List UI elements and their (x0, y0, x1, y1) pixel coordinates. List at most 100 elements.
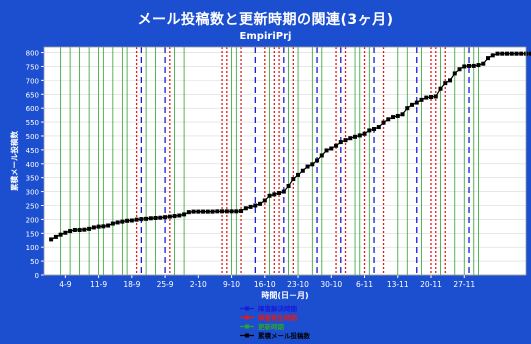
legend-label: 累積メール投稿数 (258, 331, 311, 340)
data-point (500, 51, 505, 56)
data-point (63, 230, 68, 235)
y-tick-label: 300 (26, 189, 39, 197)
data-point (201, 209, 206, 214)
data-point (343, 138, 348, 143)
y-tick-label: 550 (26, 119, 39, 127)
x-tick-label: 13-11 (387, 280, 409, 289)
legend-swatch-marker (245, 324, 249, 329)
x-tick-label: 6-11 (356, 280, 373, 289)
data-point (362, 131, 367, 136)
data-point (77, 227, 82, 232)
data-point (115, 220, 120, 225)
data-point (120, 219, 125, 224)
x-tick-label: 9-10 (223, 280, 240, 289)
data-point (82, 227, 87, 232)
y-tick-label: 50 (30, 258, 39, 266)
data-point (310, 162, 315, 167)
data-point (158, 215, 163, 220)
data-point (528, 51, 531, 56)
data-point (129, 218, 134, 223)
data-point (96, 224, 101, 229)
data-point (234, 209, 239, 214)
data-point (495, 51, 500, 56)
data-point (315, 158, 320, 163)
x-tick-label: 23-10 (287, 280, 309, 289)
data-point (296, 172, 301, 177)
y-tick-label: 600 (26, 105, 39, 113)
data-point (177, 213, 182, 218)
plot-area (44, 47, 526, 275)
data-point (210, 209, 215, 214)
data-point (205, 209, 210, 214)
legend-swatch-marker (245, 315, 249, 320)
data-point (367, 128, 372, 133)
data-point (253, 203, 258, 208)
y-tick-label: 350 (26, 175, 39, 183)
legend-swatch-marker (245, 333, 249, 338)
data-point (305, 164, 310, 169)
x-axis-label: 時間(日－月) (261, 290, 308, 300)
data-point (457, 67, 462, 72)
data-point (471, 63, 476, 68)
y-tick-label: 450 (26, 147, 39, 155)
data-point (262, 198, 267, 203)
data-point (110, 221, 115, 226)
data-point (490, 53, 495, 58)
data-point (419, 97, 424, 102)
data-point (144, 216, 149, 221)
data-point (433, 94, 438, 99)
data-point (424, 95, 429, 100)
data-point (163, 215, 168, 220)
y-axis-label: 累積メール投稿数 (9, 131, 19, 191)
data-point (429, 95, 434, 100)
data-point (91, 225, 96, 230)
data-point (58, 232, 63, 237)
x-tick-label: 2-10 (190, 280, 207, 289)
data-point (448, 78, 453, 83)
data-point (172, 214, 177, 219)
x-tick-label: 20-11 (420, 280, 442, 289)
data-point (101, 224, 106, 229)
data-point (291, 177, 296, 182)
data-point (68, 229, 73, 234)
data-point (87, 226, 92, 231)
data-point (229, 209, 234, 214)
data-point (486, 56, 491, 61)
data-point (72, 227, 77, 232)
data-point (438, 86, 443, 91)
data-point (467, 63, 472, 68)
data-point (391, 115, 396, 120)
data-point (386, 117, 391, 122)
data-point (376, 125, 381, 130)
y-tick-label: 250 (26, 202, 39, 210)
data-point (476, 63, 481, 68)
data-point (125, 218, 130, 223)
data-point (372, 127, 377, 132)
x-tick-label: 16-10 (254, 280, 276, 289)
legend-swatch-marker (245, 306, 249, 311)
data-point (452, 71, 457, 76)
data-point (338, 140, 343, 145)
data-point (49, 237, 54, 242)
data-point (505, 51, 510, 56)
data-point (443, 81, 448, 86)
data-point (509, 51, 514, 56)
x-tick-label: 30-10 (320, 280, 342, 289)
data-point (400, 112, 405, 117)
data-point (281, 189, 286, 194)
data-point (272, 192, 277, 197)
x-tick-label: 11-9 (90, 280, 107, 289)
data-point (139, 217, 144, 222)
x-tick-label: 25-9 (157, 280, 174, 289)
data-point (462, 64, 467, 69)
data-point (267, 193, 272, 198)
data-point (519, 51, 524, 56)
y-tick-label: 0 (35, 272, 39, 280)
data-point (258, 201, 263, 206)
chart-subtitle: EmpiriPrj (239, 31, 292, 42)
y-tick-label: 650 (26, 91, 39, 99)
y-tick-label: 500 (26, 133, 39, 141)
data-point (381, 120, 386, 125)
